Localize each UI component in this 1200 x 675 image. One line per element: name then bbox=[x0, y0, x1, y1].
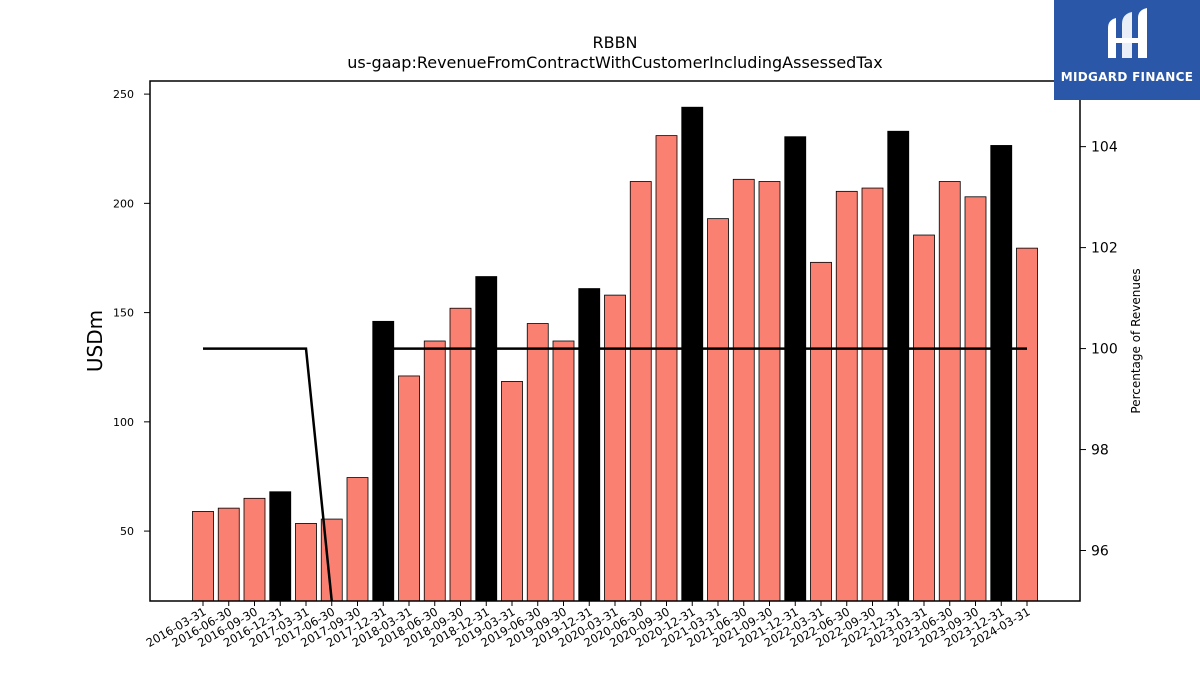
bar-2018-12-31 bbox=[475, 276, 498, 602]
bar-2023-12-31 bbox=[990, 145, 1013, 602]
bar-2018-03-31 bbox=[398, 375, 420, 602]
bar-2017-09-30 bbox=[346, 477, 369, 602]
bar-2017-03-31 bbox=[295, 523, 317, 602]
logo-mark-icon bbox=[1108, 8, 1147, 58]
bar-2019-03-31 bbox=[501, 381, 523, 602]
bar-2022-12-31 bbox=[887, 130, 910, 602]
y2-tick-label: 104 bbox=[1091, 140, 1118, 156]
bar-2020-06-30 bbox=[629, 181, 652, 602]
y-tick-label: 150 bbox=[113, 307, 134, 320]
bar-2021-03-31 bbox=[707, 218, 729, 602]
y-axis-label: USDm bbox=[83, 310, 107, 372]
y-tick-label: 250 bbox=[113, 88, 134, 101]
bar-2019-06-30 bbox=[526, 323, 549, 602]
bar-2022-09-30 bbox=[861, 187, 884, 602]
chart-subtitle: us-gaap:RevenueFromContractWithCustomerI… bbox=[347, 53, 882, 72]
bar-2020-12-31 bbox=[681, 106, 704, 602]
logo-text: MIDGARD FINANCE bbox=[1060, 70, 1194, 84]
bar-2023-03-31 bbox=[913, 234, 935, 602]
y2-tick-label: 96 bbox=[1091, 544, 1109, 560]
bar-2024-03-31 bbox=[1016, 247, 1038, 602]
y2-tick-label: 102 bbox=[1091, 241, 1118, 257]
y2-axis-label: Percentage of Revenues bbox=[1129, 268, 1143, 413]
bar-2022-03-31 bbox=[810, 261, 832, 602]
y2-axis-ticks: 96 98 100 102 104 bbox=[1080, 140, 1118, 560]
y2-tick-label: 98 bbox=[1091, 443, 1109, 459]
x-axis-ticks: 2016-03-312016-06-302016-09-302016-12-31… bbox=[144, 601, 1033, 650]
bar-2021-09-30 bbox=[758, 181, 781, 602]
bar-2021-06-30 bbox=[732, 178, 755, 602]
bar-2016-12-31 bbox=[269, 491, 292, 602]
bar-2023-09-30 bbox=[964, 196, 987, 602]
bar-2023-06-30 bbox=[938, 181, 961, 602]
y2-tick-label: 100 bbox=[1091, 342, 1118, 358]
bar-2016-03-31 bbox=[192, 511, 214, 602]
y-tick-label: 100 bbox=[113, 416, 134, 429]
percentage-line bbox=[203, 347, 1027, 602]
bar-2020-09-30 bbox=[655, 135, 678, 602]
bar-2016-06-30 bbox=[217, 507, 240, 602]
bar-2019-09-30 bbox=[552, 340, 575, 602]
bar-2018-09-30 bbox=[449, 307, 472, 602]
company-logo: MIDGARD FINANCE bbox=[1054, 0, 1200, 100]
bar-2017-12-31 bbox=[372, 320, 395, 602]
bar-2020-03-31 bbox=[604, 294, 626, 602]
y-axis-ticks: 50 100 150 200 250 bbox=[113, 88, 150, 538]
bar-2022-06-30 bbox=[835, 190, 858, 602]
bars-group bbox=[192, 106, 1038, 602]
bar-2021-12-31 bbox=[784, 136, 807, 602]
bar-2018-06-30 bbox=[423, 340, 446, 602]
bar-2019-12-31 bbox=[578, 288, 601, 602]
y-tick-label: 50 bbox=[120, 525, 134, 538]
bar-2016-09-30 bbox=[243, 497, 266, 602]
chart-title: RBBN bbox=[592, 33, 637, 52]
y-tick-label: 200 bbox=[113, 197, 134, 210]
percentage-line-group bbox=[203, 347, 1027, 602]
